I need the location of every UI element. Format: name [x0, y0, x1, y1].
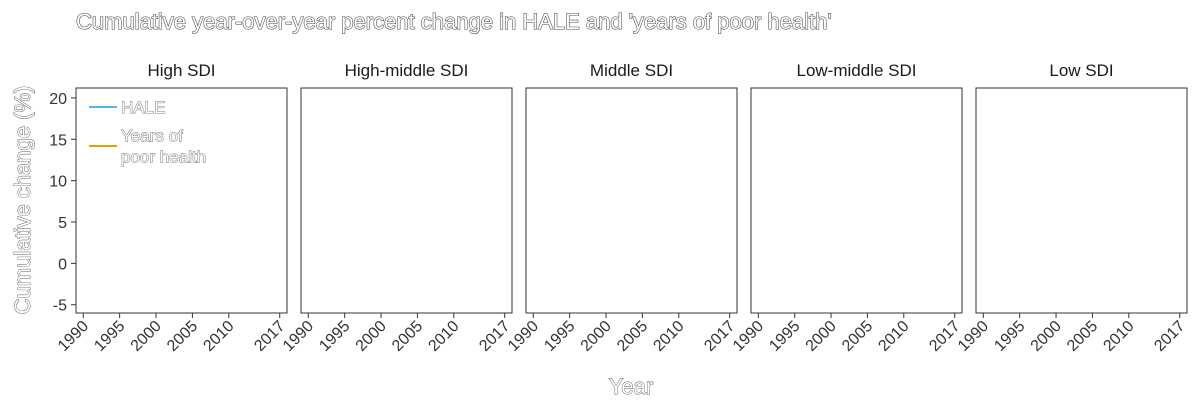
- x-tick-label: 2017: [476, 318, 513, 355]
- panel-1: High-middle SDI 1990 1995 2000 2005 2010 2017: [280, 61, 514, 355]
- x-tick-label: 2017: [1151, 318, 1188, 355]
- x-axis-title: Year: [609, 374, 653, 399]
- x-tick-label: 2010: [650, 318, 687, 355]
- panel-3: Low-middle SDI 1990 1995 2000 2005 2010 2017: [730, 61, 964, 355]
- x-tick-label: 2000: [1028, 318, 1065, 355]
- x-tick-label: 2005: [1064, 318, 1101, 355]
- panel-frame: [750, 87, 963, 314]
- facet-strip-label: Middle SDI: [590, 61, 673, 80]
- chart-title: Cumulative year-over-year percent change…: [76, 9, 832, 34]
- x-tick-label: 2005: [614, 318, 651, 355]
- panel-frame: [975, 87, 1188, 314]
- panel-4: Low SDI 1990 1995 2000 2005 2010 2017: [955, 61, 1189, 355]
- panel-0: High SDI 1990 1995 2000 2005 2010 2017: [55, 61, 289, 355]
- x-tick-label: 2000: [353, 318, 390, 355]
- panel-frame: [525, 87, 738, 314]
- legend-item: Years of poor health: [89, 126, 206, 167]
- x-tick-label: 2017: [251, 318, 288, 355]
- x-tick-label: 2017: [701, 318, 738, 355]
- facet-strip-label: High SDI: [147, 61, 215, 80]
- panel-2: Middle SDI 1990 1995 2000 2005 2010 2017: [505, 61, 739, 355]
- x-tick-label: 1990: [730, 318, 767, 355]
- legend-label: HALE: [121, 98, 165, 117]
- x-tick-label: 2000: [578, 318, 615, 355]
- y-tick-label: 0: [58, 256, 67, 273]
- x-tick-label: 1990: [505, 318, 542, 355]
- panel-frame: [300, 87, 513, 314]
- facet-strip-label: Low SDI: [1049, 61, 1113, 80]
- legend: HALE Years of poor health: [89, 98, 206, 167]
- x-tick-label: 2005: [164, 318, 201, 355]
- x-tick-label: 2010: [425, 318, 462, 355]
- y-axis: -5 0 5 10 15 20: [49, 91, 76, 315]
- x-tick-label: 2000: [128, 318, 165, 355]
- x-tick-label: 1995: [766, 318, 803, 355]
- x-tick-label: 1990: [955, 318, 992, 355]
- facet-strip-label: Low-middle SDI: [797, 61, 917, 80]
- y-tick-label: 15: [49, 132, 67, 149]
- x-tick-label: 2005: [389, 318, 426, 355]
- x-tick-label: 2010: [1100, 318, 1137, 355]
- x-tick-label: 1995: [541, 318, 578, 355]
- y-tick-label: 10: [49, 174, 67, 191]
- x-tick-label: 2010: [200, 318, 237, 355]
- facet-strip-label: High-middle SDI: [345, 61, 469, 80]
- x-tick-label: 1995: [316, 318, 353, 355]
- x-tick-label: 2005: [839, 318, 876, 355]
- x-tick-label: 1990: [280, 318, 317, 355]
- x-tick-label: 2000: [803, 318, 840, 355]
- x-tick-label: 1995: [91, 318, 128, 355]
- y-tick-label: 5: [58, 215, 67, 232]
- legend-label: Years of poor health: [121, 127, 206, 167]
- x-tick-label: 1990: [55, 318, 92, 355]
- y-tick-label: 20: [49, 91, 67, 108]
- x-tick-label: 1995: [991, 318, 1028, 355]
- x-tick-label: 2010: [875, 318, 912, 355]
- x-tick-label: 2017: [926, 318, 963, 355]
- panel-frame: [75, 87, 288, 314]
- legend-item: HALE: [89, 98, 166, 117]
- y-axis-title: Cumulative change (%): [10, 86, 35, 315]
- y-tick-label: -5: [53, 298, 67, 315]
